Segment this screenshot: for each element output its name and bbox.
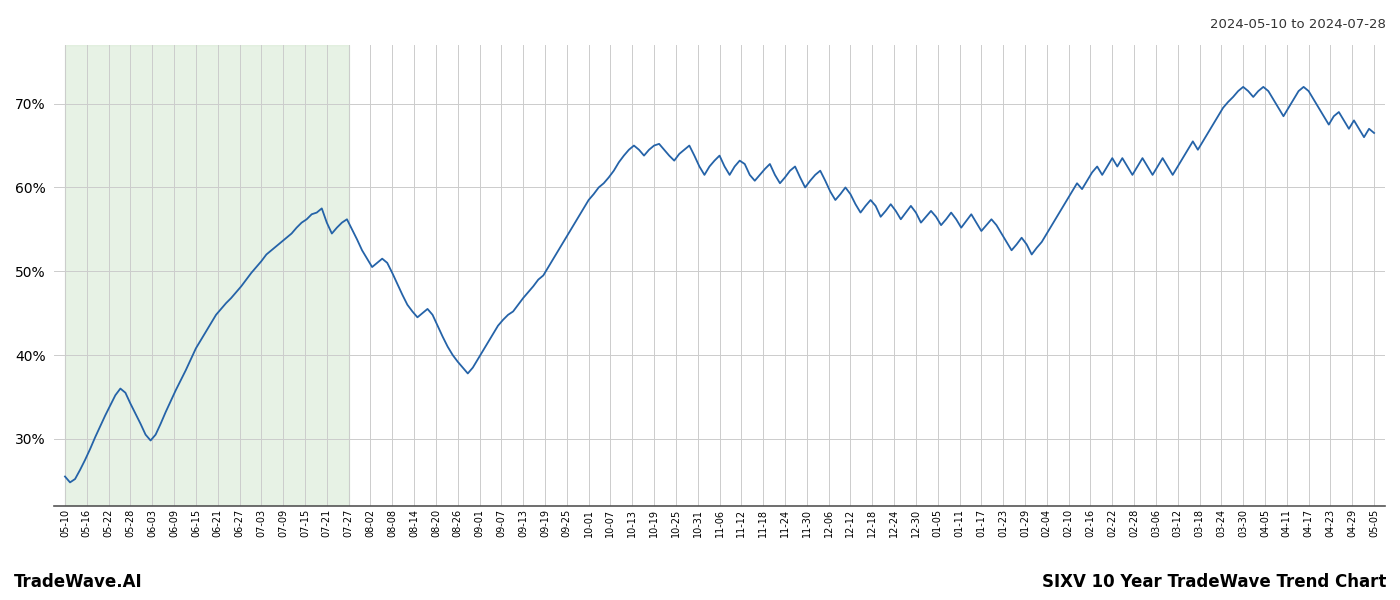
Text: 2024-05-10 to 2024-07-28: 2024-05-10 to 2024-07-28: [1210, 18, 1386, 31]
Text: TradeWave.AI: TradeWave.AI: [14, 573, 143, 591]
Text: SIXV 10 Year TradeWave Trend Chart: SIXV 10 Year TradeWave Trend Chart: [1042, 573, 1386, 591]
Bar: [64, 45, 349, 506]
